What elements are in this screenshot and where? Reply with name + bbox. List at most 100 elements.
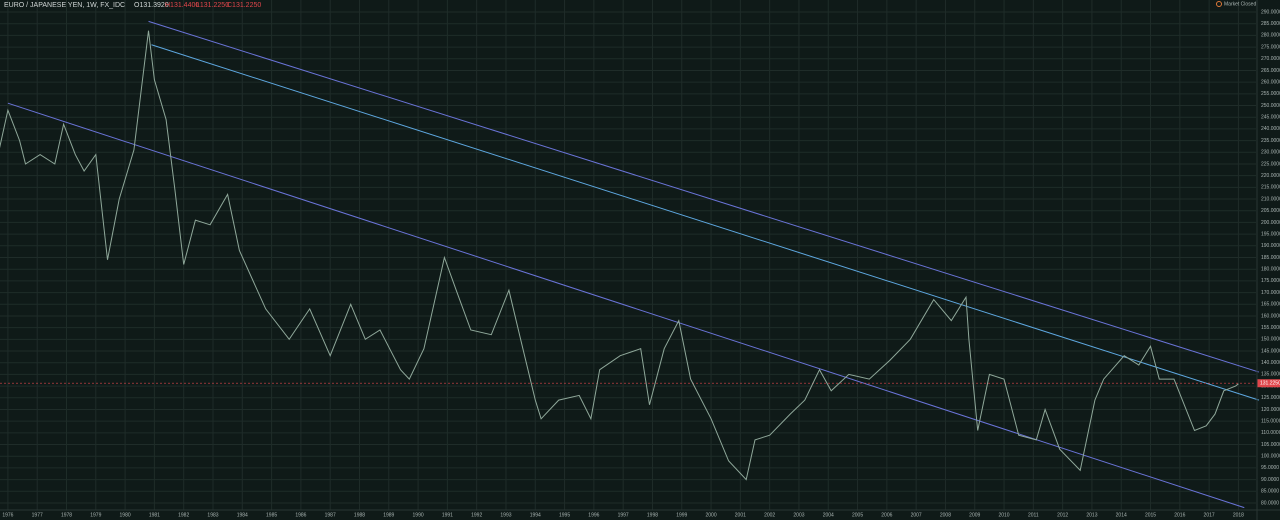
ohlc-value: O131.3920 [134, 2, 169, 9]
x-tick-label: 2002 [764, 512, 775, 518]
x-tick-label: 2012 [1057, 512, 1068, 518]
x-tick-label: 1984 [237, 512, 248, 518]
y-tick-label: 190.0000 [1261, 243, 1280, 249]
y-tick-label: 280.0000 [1261, 33, 1280, 39]
x-tick-label: 2000 [705, 512, 716, 518]
y-tick-label: 205.0000 [1261, 208, 1280, 214]
y-tick-label: 230.0000 [1261, 150, 1280, 156]
x-tick-label: 2007 [911, 512, 922, 518]
ohlc-value: H131.4400 [165, 2, 199, 9]
y-tick-label: 180.0000 [1261, 267, 1280, 273]
y-tick-label: 165.0000 [1261, 302, 1280, 308]
y-tick-label: 220.0000 [1261, 173, 1280, 179]
y-tick-label: 175.0000 [1261, 278, 1280, 284]
x-tick-label: 2017 [1204, 512, 1215, 518]
y-tick-label: 85.0000 [1261, 489, 1279, 495]
chart-title: EURO / JAPANESE YEN, 1W, FX_IDC [4, 2, 125, 9]
y-tick-label: 145.0000 [1261, 348, 1280, 354]
y-tick-label: 270.0000 [1261, 56, 1280, 62]
y-tick-label: 285.0000 [1261, 21, 1280, 27]
y-tick-label: 215.0000 [1261, 185, 1280, 191]
y-tick-label: 115.0000 [1261, 418, 1280, 424]
y-tick-label: 250.0000 [1261, 103, 1280, 109]
x-tick-label: 1979 [90, 512, 101, 518]
x-tick-label: 2001 [735, 512, 746, 518]
trend-line [151, 44, 1260, 401]
x-tick-label: 1993 [500, 512, 511, 518]
x-tick-label: 1988 [354, 512, 365, 518]
x-tick-label: 2004 [823, 512, 834, 518]
x-tick-label: 1999 [676, 512, 687, 518]
x-tick-label: 1995 [559, 512, 570, 518]
y-tick-label: 260.0000 [1261, 79, 1280, 85]
y-tick-label: 135.0000 [1261, 372, 1280, 378]
y-tick-label: 200.0000 [1261, 220, 1280, 226]
y-tick-label: 245.0000 [1261, 115, 1280, 121]
trend-line [148, 20, 1260, 373]
y-tick-label: 170.0000 [1261, 290, 1280, 296]
y-tick-label: 100.0000 [1261, 454, 1280, 460]
y-tick-label: 235.0000 [1261, 138, 1280, 144]
x-tick-label: 1998 [647, 512, 658, 518]
y-tick-label: 110.0000 [1261, 430, 1280, 436]
x-tick-label: 1981 [149, 512, 160, 518]
x-tick-label: 2003 [793, 512, 804, 518]
y-tick-label: 105.0000 [1261, 442, 1280, 448]
x-tick-label: 2009 [969, 512, 980, 518]
x-tick-label: 1997 [618, 512, 629, 518]
x-tick-label: 1986 [295, 512, 306, 518]
y-tick-label: 140.0000 [1261, 360, 1280, 366]
x-tick-label: 2016 [1174, 512, 1185, 518]
x-tick-label: 2018 [1233, 512, 1244, 518]
x-tick-label: 1992 [471, 512, 482, 518]
x-tick-label: 2010 [998, 512, 1009, 518]
trend-line [7, 102, 1245, 509]
x-tick-label: 2005 [852, 512, 863, 518]
y-tick-label: 265.0000 [1261, 68, 1280, 74]
x-tick-label: 1987 [325, 512, 336, 518]
x-tick-label: 2006 [881, 512, 892, 518]
y-tick-label: 120.0000 [1261, 407, 1280, 413]
y-tick-label: 195.0000 [1261, 231, 1280, 237]
x-tick-label: 1985 [266, 512, 277, 518]
y-tick-label: 240.0000 [1261, 126, 1280, 132]
market-status: Market Closed [1224, 1, 1256, 7]
x-tick-label: 1996 [588, 512, 599, 518]
x-tick-label: 1990 [413, 512, 424, 518]
x-tick-label: 1989 [383, 512, 394, 518]
y-tick-label: 255.0000 [1261, 91, 1280, 97]
x-tick-label: 2011 [1028, 512, 1039, 518]
x-tick-label: 1994 [530, 512, 541, 518]
x-tick-label: 1991 [442, 512, 453, 518]
x-tick-label: 2014 [1116, 512, 1127, 518]
y-tick-label: 185.0000 [1261, 255, 1280, 261]
ohlc-value: L131.2250 [196, 2, 229, 9]
last-price-label: 131.2250 [1260, 381, 1280, 387]
y-tick-label: 275.0000 [1261, 44, 1280, 50]
x-tick-label: 2008 [940, 512, 951, 518]
x-tick-label: 1980 [120, 512, 131, 518]
x-tick-label: 1982 [178, 512, 189, 518]
x-tick-label: 1977 [32, 512, 43, 518]
status-icon [1216, 1, 1222, 7]
x-tick-label: 1983 [207, 512, 218, 518]
y-tick-label: 90.0000 [1261, 477, 1279, 483]
y-tick-label: 150.0000 [1261, 337, 1280, 343]
last-price-box [1257, 379, 1280, 388]
y-tick-label: 290.0000 [1261, 9, 1280, 15]
y-tick-label: 210.0000 [1261, 196, 1280, 202]
price-line [0, 30, 1239, 481]
y-tick-label: 155.0000 [1261, 325, 1280, 331]
y-tick-label: 160.0000 [1261, 313, 1280, 319]
x-tick-label: 2013 [1086, 512, 1097, 518]
ohlc-value: C131.2250 [227, 2, 261, 9]
x-tick-label: 1976 [2, 512, 13, 518]
y-tick-label: 80.0000 [1261, 500, 1279, 506]
y-tick-label: 225.0000 [1261, 161, 1280, 167]
y-tick-label: 95.0000 [1261, 465, 1279, 471]
x-tick-label: 1978 [61, 512, 72, 518]
x-tick-label: 2015 [1145, 512, 1156, 518]
y-tick-label: 125.0000 [1261, 395, 1280, 401]
